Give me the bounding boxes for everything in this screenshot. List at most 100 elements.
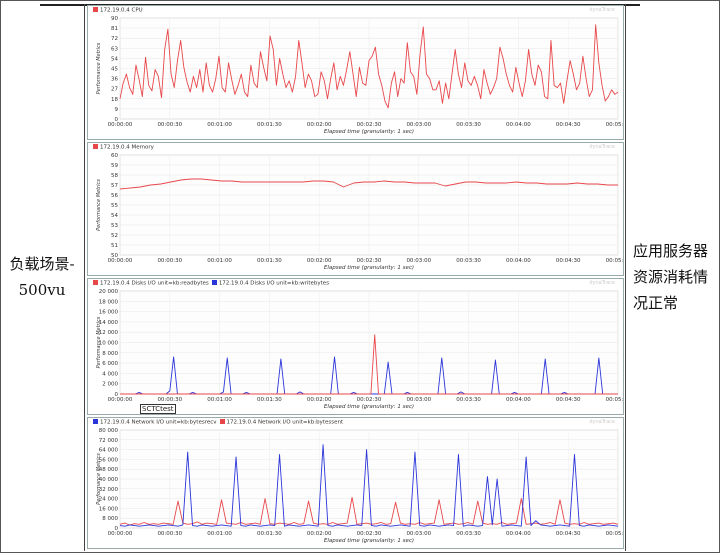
y-tick-label: 10 000 [99, 341, 119, 347]
conclusion-label: 应用服务器资源消耗情况正常 [633, 241, 709, 312]
y-tick-label: 45 [111, 67, 118, 73]
x-tick-label: 00:04:00 [506, 531, 531, 537]
y-tick-label: 9 [115, 107, 119, 113]
x-tick-label: 00:05:01 [606, 531, 623, 537]
x-tick-label: 00:01:00 [207, 397, 232, 403]
x-tick-label: 00:02:30 [357, 258, 382, 264]
chart-legend: 172.19.0.4 Network I/O unit=kb:bytesrecv… [90, 419, 343, 426]
legend-label: 172.19.0.4 Memory [100, 144, 154, 151]
x-tick-label: 00:00:30 [157, 531, 182, 537]
x-tick-label: 00:00:00 [108, 397, 133, 403]
y-tick-label: 57 [111, 183, 118, 189]
y-tick-label: 8 000 [102, 351, 118, 357]
x-tick-label: 00:01:30 [257, 397, 282, 403]
x-tick-label: 00:02:00 [307, 258, 332, 264]
y-tick-label: 32 000 [99, 487, 119, 493]
y-tick-label: 2 000 [102, 382, 118, 388]
conclusion-cell: 应用服务器资源消耗情况正常 [626, 0, 720, 553]
y-tick-label: 53 [111, 223, 118, 229]
y-tick-label: 18 [111, 97, 118, 103]
series-line-red [119, 24, 619, 109]
y-tick-label: 56 000 [99, 457, 119, 463]
x-axis-title: Elapsed time (granularity: 1 sec) [324, 265, 414, 271]
x-tick-label: 00:03:30 [456, 258, 481, 264]
column-divider-left [84, 4, 85, 551]
chart-svg-network: 0 8 000 16 000 24 000 32 000 40 000 48 000 56 0… [96, 428, 623, 544]
y-tick-label: 63 [111, 46, 118, 52]
chart-legend: 172.19.0.4 CPU [90, 7, 143, 14]
y-axis-title: Performance Metrics [96, 316, 102, 368]
x-tick-label: 00:01:30 [257, 122, 282, 128]
series-line-blue [119, 444, 619, 527]
y-tick-label: 0 [115, 392, 119, 398]
x-tick-label: 00:01:30 [257, 531, 282, 537]
x-tick-label: 00:00:00 [108, 258, 133, 264]
y-tick-label: 27 [111, 87, 118, 93]
chart-panel-cpu: 172.19.0.4 CPU dynaTrace 0 9 18 27 36 45 54 63 72 8… [87, 5, 624, 140]
x-tick-label: 00:02:00 [307, 531, 332, 537]
x-tick-label: 00:02:30 [357, 122, 382, 128]
chart-svg-cpu: 0 9 18 27 36 45 54 63 72 81 90 00:00:00 00:00:30 00:0… [96, 16, 623, 135]
legend-swatch [93, 7, 98, 12]
x-tick-label: 00:03:00 [406, 258, 431, 264]
y-tick-label: 18 000 [99, 299, 119, 305]
y-tick-label: 90 [111, 16, 118, 22]
legend-label: 172.19.0.4 Network I/O unit=kb:bytessent [226, 419, 344, 426]
scenario-cell: 负载场景-500vu [0, 0, 84, 553]
legend-label: 172.19.0.4 CPU [100, 7, 143, 14]
y-tick-label: 24 000 [99, 497, 119, 503]
y-tick-label: 36 [111, 77, 118, 83]
x-tick-label: 00:03:30 [456, 122, 481, 128]
chart-legend: 172.19.0.4 Memory [90, 144, 154, 151]
legend-label: 172.19.0.4 Disks I/O unit=kb:readbytes [100, 280, 209, 287]
x-tick-label: 00:00:30 [157, 122, 182, 128]
chart-svg-memory: 50 51 52 53 54 55 56 57 58 59 60 00:00:00 00:00:30 00… [96, 153, 623, 271]
chart-watermark: dynaTrace [589, 419, 615, 425]
x-tick-label: 00:01:30 [257, 258, 282, 264]
x-tick-label: 00:04:30 [556, 397, 581, 403]
x-tick-label: 00:04:00 [506, 258, 531, 264]
y-tick-label: 64 000 [99, 448, 119, 454]
y-tick-label: 16 000 [99, 506, 119, 512]
x-axis-title: Elapsed time (granularity: 1 sec) [324, 404, 414, 410]
x-tick-label: 00:05:01 [606, 397, 623, 403]
x-tick-label: 00:04:00 [506, 122, 531, 128]
x-tick-label: 00:01:00 [207, 258, 232, 264]
x-tick-label: 00:03:30 [456, 531, 481, 537]
x-tick-label: 00:02:30 [357, 531, 382, 537]
x-tick-label: 00:02:00 [307, 122, 332, 128]
chart-svg-disk: 0 2 000 4 000 6 000 8 000 10 000 12 000 14 000 1… [96, 289, 623, 410]
legend-label: 172.19.0.4 Network I/O unit=kb:bytesrecv [100, 419, 217, 426]
y-tick-label: 12 000 [99, 330, 119, 336]
chart-watermark: dynaTrace [589, 144, 615, 150]
x-tick-label: 00:05:01 [606, 258, 623, 264]
legend-label: 172.19.0.4 Disks I/O unit=kb:writebytes [218, 280, 330, 287]
legend-swatch [93, 419, 98, 424]
scenario-label: 负载场景-500vu [9, 254, 75, 299]
y-tick-label: 72 000 [99, 438, 119, 444]
chart-panel-network: 172.19.0.4 Network I/O unit=kb:bytesrecv… [87, 417, 624, 549]
y-tick-label: 81 [111, 26, 118, 32]
chart-watermark: dynaTrace [589, 280, 615, 286]
x-tick-label: 00:04:30 [556, 258, 581, 264]
chart-panel-disk: 172.19.0.4 Disks I/O unit=kb:readbytes 17… [87, 278, 624, 415]
x-tick-label: 00:02:00 [307, 397, 332, 403]
y-tick-label: 8 000 [102, 516, 118, 522]
legend-swatch [93, 144, 98, 149]
x-tick-label: 00:05:01 [606, 122, 623, 128]
series-line-red [119, 496, 619, 526]
y-tick-label: 80 000 [99, 428, 119, 434]
y-tick-label: 50 [111, 253, 118, 259]
legend-swatch [219, 419, 225, 424]
sctc-annotation: SCTCtest [140, 404, 176, 414]
y-tick-label: 14 000 [99, 320, 119, 326]
y-tick-label: 4 000 [102, 371, 118, 377]
x-axis-title: Elapsed time (granularity: 1 sec) [324, 538, 414, 544]
y-tick-label: 58 [111, 173, 118, 179]
legend-swatch [93, 280, 98, 285]
y-tick-label: 72 [111, 36, 118, 42]
x-tick-label: 00:00:00 [108, 122, 133, 128]
x-tick-label: 00:03:30 [456, 397, 481, 403]
x-tick-label: 00:03:00 [406, 122, 431, 128]
x-tick-label: 00:04:30 [556, 531, 581, 537]
